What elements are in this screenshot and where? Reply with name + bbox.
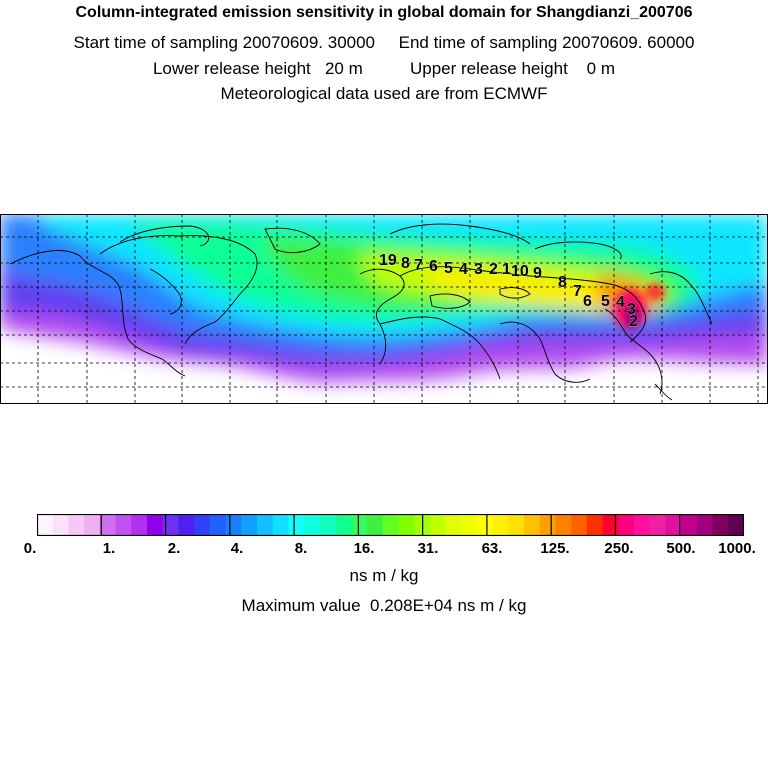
sensitivity-field (0, 214, 768, 383)
colorbar-cell (209, 514, 227, 536)
release-height-line: Lower release height 20 m Upper release … (152, 59, 616, 78)
colorbar-cell (586, 514, 604, 536)
colorbar-cell (115, 514, 132, 536)
colorbar-cell (52, 514, 70, 536)
colorbar-cell (84, 514, 101, 536)
colorbar-tick-label: 31. (417, 540, 439, 557)
colorbar-tick-label: 0. (23, 540, 37, 557)
colorbar-tick-label: 2. (167, 540, 181, 557)
track-label: 3 (474, 261, 483, 278)
colorbar-cell (476, 514, 494, 536)
colorbar-tick-label: 63. (481, 540, 503, 557)
track-label: 3 (627, 301, 636, 318)
colorbar-tick-label: 16. (353, 540, 375, 557)
colorbar-cell (602, 514, 619, 536)
colorbar-cell (131, 514, 148, 536)
colorbar-cell (712, 514, 729, 536)
colorbar-cell (194, 514, 211, 536)
colorbar-tick-label: 1000. (718, 540, 756, 557)
track-label: 5 (601, 293, 610, 310)
colorbar-cell (351, 514, 368, 536)
colorbar-tick-label: 1. (102, 540, 116, 557)
track-label: 8 (401, 255, 410, 272)
track-label: 4 (616, 294, 625, 311)
track-label: 19 (379, 252, 397, 269)
colorbar-cell (429, 514, 447, 536)
track-label: 1 (502, 261, 511, 278)
colorbar-cell (366, 514, 384, 536)
colorbar-cell (37, 514, 54, 536)
colorbar-cell (618, 514, 635, 536)
colorbar-cell (524, 514, 541, 536)
colorbar-cell (382, 514, 399, 536)
colorbar-cell (539, 514, 557, 536)
coastlines (9, 223, 713, 401)
track-label: 6 (429, 258, 438, 275)
track-label: 8 (558, 274, 567, 291)
colorbar-cell (696, 514, 714, 536)
colorbar-cell (225, 514, 242, 536)
colorbar-cell (319, 514, 337, 536)
track-label: 9 (533, 265, 542, 282)
colorbar-cell (335, 514, 352, 536)
track-label: 5 (444, 260, 453, 277)
colorbar-tick-label: 125. (540, 540, 570, 557)
track-label: 10 (511, 263, 529, 280)
track-label: 7 (414, 257, 423, 274)
colorbar-cell (649, 514, 667, 536)
track-label: 4 (459, 261, 468, 278)
colorbar-cell (241, 514, 258, 536)
maximum-value-text: Maximum value 0.208E+04 ns m / kg (241, 596, 527, 615)
colorbar-cell (256, 514, 274, 536)
sampling-time-line: Start time of sampling 20070609. 30000 E… (73, 33, 695, 52)
colorbar-cell (665, 514, 682, 536)
colorbar-cell (288, 514, 305, 536)
colorbar-cell (681, 514, 698, 536)
colorbar-cell (272, 514, 289, 536)
colorbar (37, 514, 744, 536)
colorbar-cell (162, 514, 179, 536)
plot-title: Column-integrated emission sensitivity i… (75, 4, 693, 21)
track-label: 2 (629, 313, 638, 330)
met-data-line: Meteorological data used are from ECMWF (220, 84, 548, 103)
colorbar-tick-label: 500. (666, 540, 696, 557)
colorbar-cell (146, 514, 164, 536)
colorbar-unit: ns m / kg (349, 566, 419, 585)
colorbar-cell (99, 514, 117, 536)
colorbar-tick-label: 250. (604, 540, 634, 557)
colorbar-cell (445, 514, 462, 536)
colorbar-cell (178, 514, 195, 536)
colorbar-cell (68, 514, 85, 536)
graticule (0, 214, 768, 404)
colorbar-cell (555, 514, 572, 536)
colorbar-cell (461, 514, 478, 536)
track-label: 6 (583, 293, 592, 310)
track-label: 7 (573, 283, 582, 300)
colorbar-tick-label: 8. (294, 540, 308, 557)
colorbar-cell (571, 514, 588, 536)
emission-sensitivity-map: 19 8 7 6 5 4 3 2 1 10 9 8 7 6 5 4 3 2 (0, 214, 768, 404)
colorbar-cell (492, 514, 509, 536)
backtrajectory-labels: 19 8 7 6 5 4 3 2 1 10 9 8 7 6 5 4 3 2 (379, 252, 638, 330)
colorbar-tick-label: 4. (230, 540, 244, 557)
colorbar-cell (634, 514, 651, 536)
colorbar-cell (398, 514, 415, 536)
track-label: 2 (489, 261, 498, 278)
colorbar-cell (304, 514, 321, 536)
colorbar-cell (508, 514, 525, 536)
colorbar-cell (728, 514, 744, 536)
